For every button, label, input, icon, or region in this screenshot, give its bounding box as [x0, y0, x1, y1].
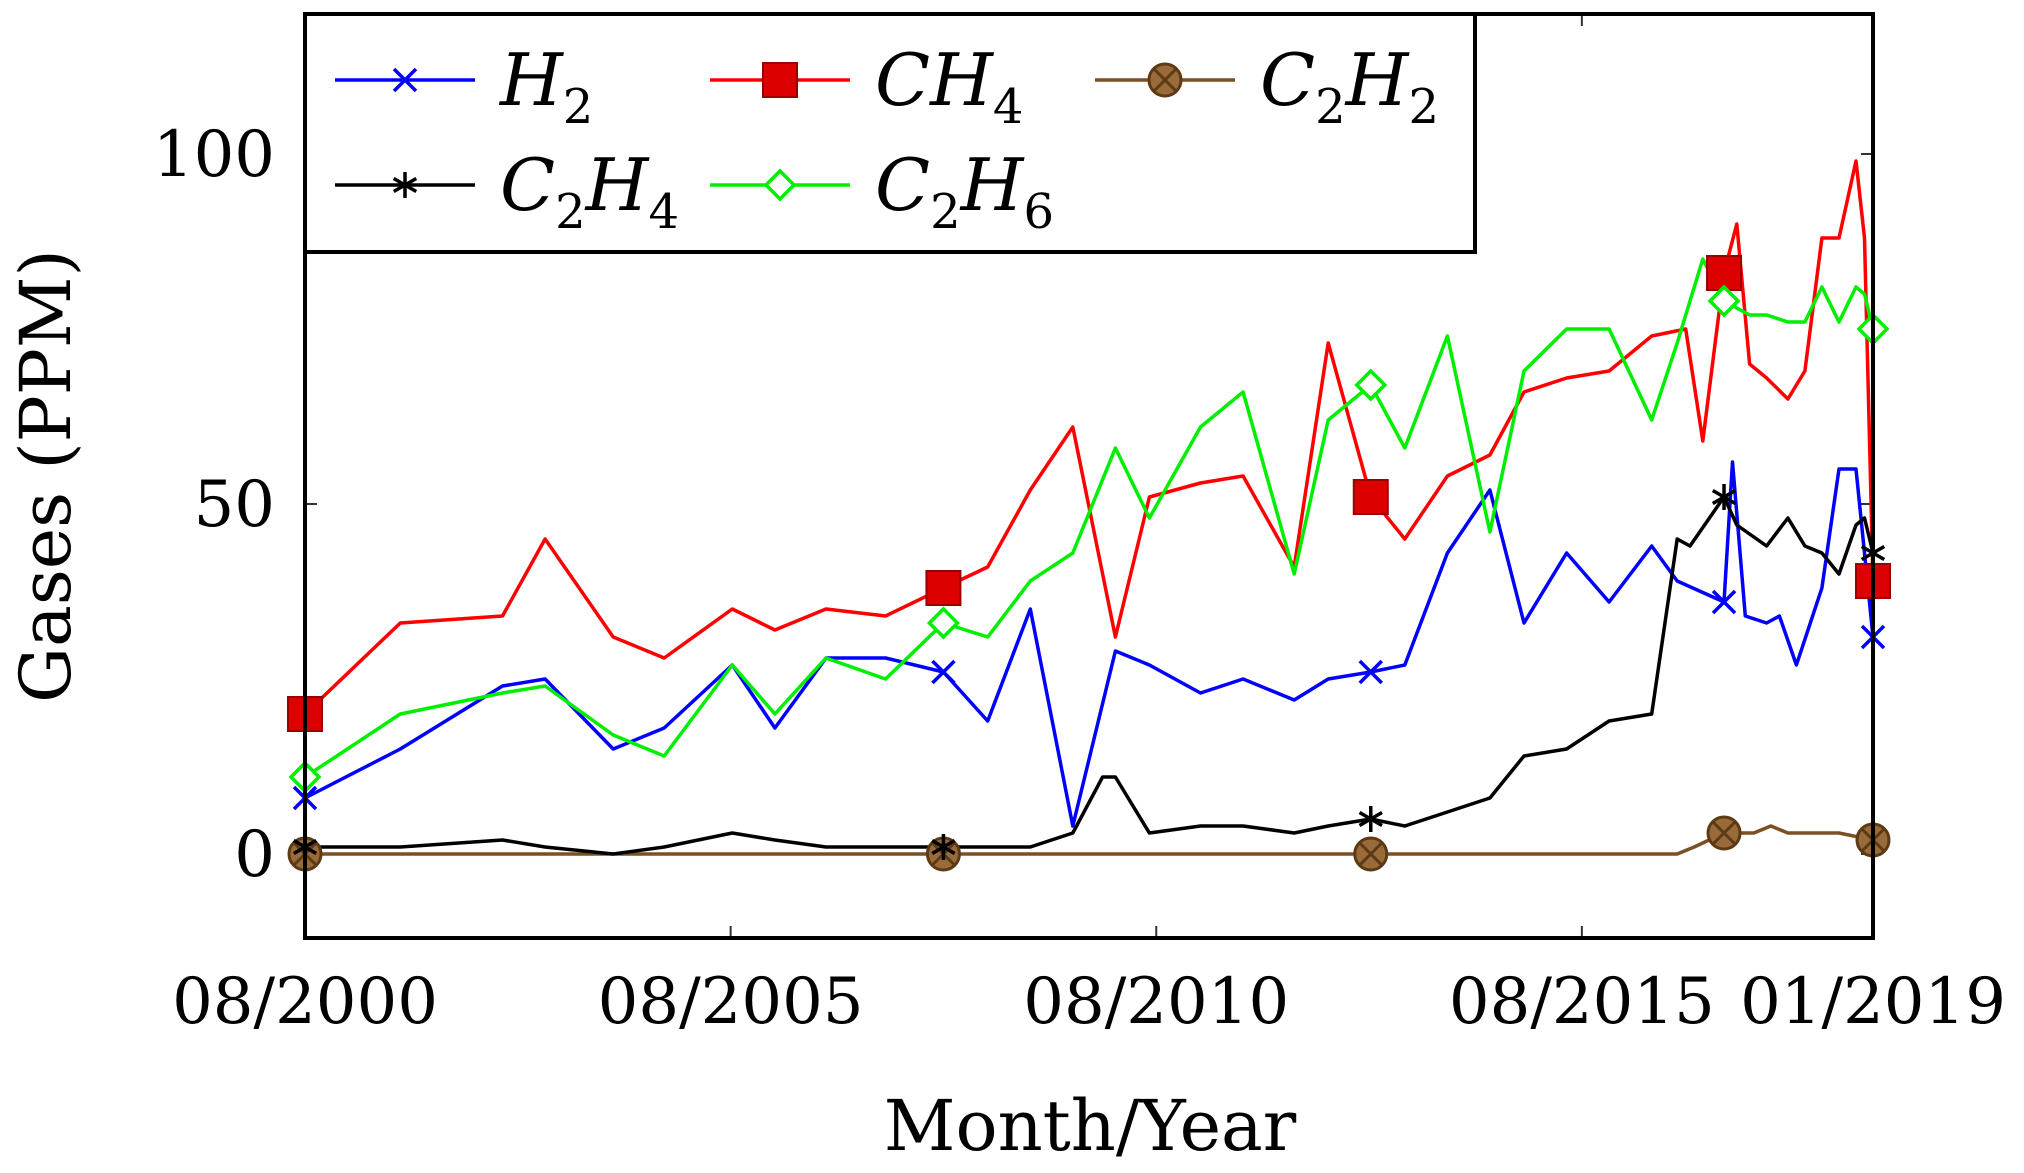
series-layer: [303, 159, 1875, 856]
legend-label: C2H4: [500, 143, 679, 240]
series-line-c2h2: [305, 824, 1874, 856]
legend-marker-c2h4: [392, 172, 418, 198]
series-line-c2h6: [304, 257, 1875, 779]
marker-ch4: [925, 570, 962, 606]
legend-label: H2: [498, 38, 593, 135]
legend-entry-c2h4: C2H4: [335, 143, 679, 240]
legend-marker-h2: [392, 67, 418, 93]
legend-box: [303, 12, 1477, 254]
series-line-h2: [304, 460, 1875, 828]
marker-h2: [931, 659, 956, 685]
legend-marker-c2h6: [763, 168, 797, 202]
legend-entry-c2h6: C2H6: [710, 143, 1054, 240]
marker-ch4: [1352, 479, 1389, 515]
legend: H2 CH4 C2H2 C2H4 C2H6: [303, 12, 1477, 254]
legend-label: C2H2: [1260, 38, 1439, 135]
legend-marker-ch4: [762, 62, 798, 98]
legend-label: C2H6: [875, 143, 1054, 240]
marker-layer: [287, 255, 1891, 872]
marker-c2h6: [926, 606, 960, 640]
y-tick-label: 0: [234, 818, 275, 892]
marker-c2h2: [1706, 815, 1742, 851]
x-tick-label: 08/2010: [1023, 965, 1289, 1039]
x-tick-label: 08/2005: [598, 965, 864, 1039]
marker-c2h4: [1358, 806, 1383, 832]
tick-labels: 08/2000 08/2005 08/2010 08/2015 01/2019 0 50 10…: [153, 118, 2006, 1039]
x-tick-label: 01/2019: [1740, 965, 2006, 1039]
legend-entry-c2h2: C2H2: [1095, 38, 1439, 135]
legend-marker-c2h2: [1147, 62, 1183, 98]
marker-c2h6: [1707, 284, 1741, 318]
legend-label: CH4: [875, 38, 1023, 135]
y-tick-label: 100: [153, 118, 275, 192]
series-line-c2h4: [305, 495, 1875, 856]
marker-c2h4: [931, 834, 956, 860]
marker-c2h4: [1711, 484, 1737, 510]
marker-c2h2: [1353, 836, 1389, 872]
y-axis-label: Gases (PPM): [5, 249, 87, 703]
marker-h2: [1711, 589, 1737, 615]
legend-entry-h2: H2: [335, 38, 593, 135]
marker-h2: [1358, 659, 1383, 685]
marker-c2h6: [1354, 368, 1388, 402]
y-tick-label: 50: [194, 468, 275, 542]
legend-entry-ch4: CH4: [710, 38, 1023, 135]
x-tick-label: 08/2000: [172, 965, 438, 1039]
x-axis-label: Month/Year: [884, 1085, 1297, 1167]
x-tick-label: 08/2015: [1449, 965, 1715, 1039]
marker-ch4: [1706, 255, 1743, 291]
